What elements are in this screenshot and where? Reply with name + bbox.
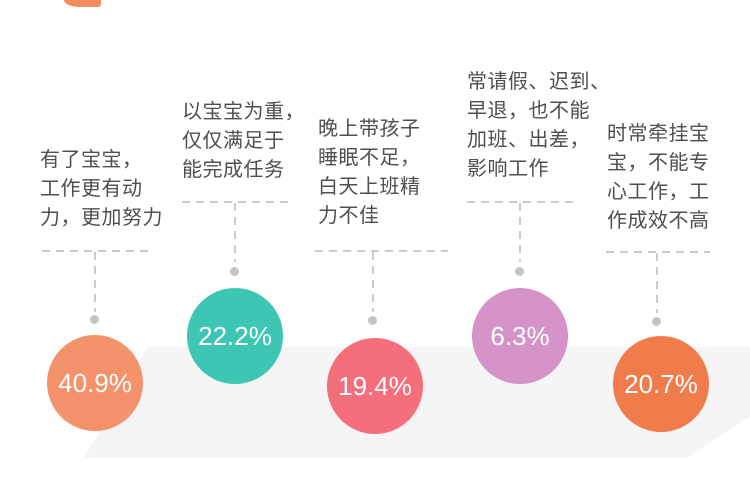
connector-horizontal-dash-3 [315, 250, 448, 252]
connector-vertical-dash-3 [372, 252, 374, 312]
stat-label-2: 以宝宝为重， 仅仅满足于 能完成任务 [182, 101, 305, 181]
connector-horizontal-dash-2 [182, 201, 288, 203]
stat-value-1: 40.9% [58, 367, 132, 398]
stat-value-5: 20.7% [624, 368, 698, 399]
stat-bubble-4: 6.3% [472, 288, 568, 384]
stat-bubble-1: 40.9% [47, 335, 143, 431]
connector-dot-4 [515, 267, 524, 276]
connector-dot-2 [230, 267, 239, 276]
connector-dot-3 [368, 316, 377, 325]
connector-dot-5 [652, 317, 661, 326]
connector-horizontal-dash-5 [606, 251, 710, 253]
stat-value-4: 6.3% [490, 320, 550, 351]
stat-bubble-3: 19.4% [327, 338, 423, 434]
stat-bubble-5: 20.7% [613, 336, 709, 432]
stat-value-2: 22.2% [198, 320, 272, 351]
connector-dot-1 [90, 315, 99, 324]
connector-horizontal-dash-1 [42, 250, 150, 252]
connector-vertical-dash-5 [656, 253, 658, 313]
stat-value-3: 19.4% [338, 370, 412, 401]
top-tab-decoration [64, 0, 101, 7]
stat-label-1: 有了宝宝， 工作更有动 力，更加努力 [40, 149, 163, 229]
stat-label-5: 时常牵挂宝 宝，不能专 心工作，工 作成效不高 [607, 123, 710, 232]
stat-label-3: 晚上带孩子 睡眠不足， 白天上班精 力不佳 [318, 118, 421, 227]
connector-vertical-dash-2 [234, 203, 236, 262]
connector-vertical-dash-1 [94, 252, 96, 312]
connector-vertical-dash-4 [519, 203, 521, 262]
stat-label-4: 常请假、迟到、 早退，也不能 加班、出差， 影响工作 [467, 71, 611, 180]
stat-bubble-2: 22.2% [187, 288, 283, 384]
connector-horizontal-dash-4 [467, 201, 573, 203]
